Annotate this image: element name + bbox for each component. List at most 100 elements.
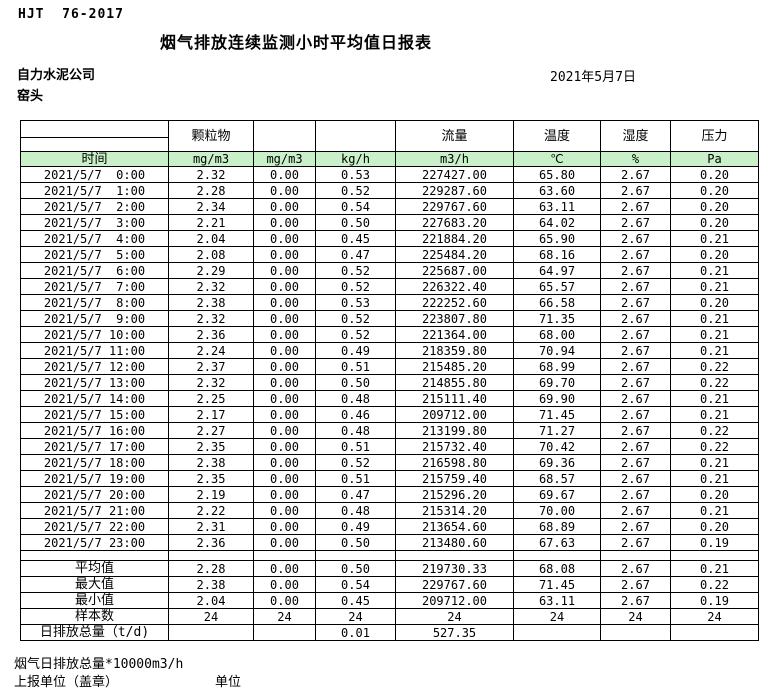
value-cell: 0.00 <box>253 518 316 535</box>
value-cell: 0.22 <box>670 438 759 455</box>
time-cell: 2021/5/7 18:00 <box>20 454 169 471</box>
value-cell: 0.00 <box>253 342 316 359</box>
value-cell: 219730.33 <box>395 560 514 577</box>
value-cell: 2.35 <box>168 438 254 455</box>
time-cell: 2021/5/7 5:00 <box>20 246 169 263</box>
value-cell: 70.94 <box>513 342 601 359</box>
value-cell: 71.45 <box>513 576 601 593</box>
value-cell: 0.21 <box>670 406 759 423</box>
value-cell: 209712.00 <box>395 406 514 423</box>
value-cell: 0.21 <box>670 278 759 295</box>
value-cell: 67.63 <box>513 534 601 551</box>
value-cell: 2.67 <box>600 294 671 311</box>
value-cell: 0.00 <box>253 390 316 407</box>
value-cell: 0.00 <box>253 182 316 199</box>
value-cell: 0.50 <box>315 534 396 551</box>
value-cell: 0.51 <box>315 470 396 487</box>
value-cell: 2.32 <box>168 310 254 327</box>
value-cell: 0.49 <box>315 518 396 535</box>
value-cell: 0.00 <box>253 198 316 215</box>
col-group-pressure: 压力 <box>670 120 759 152</box>
unit-header-mg-m3-b: mg/m3 <box>253 151 316 167</box>
company-name: 自力水泥公司 <box>17 68 96 83</box>
value-cell: 2.32 <box>168 278 254 295</box>
time-cell: 2021/5/7 20:00 <box>20 486 169 503</box>
value-cell: 2.04 <box>168 230 254 247</box>
value-cell: 64.02 <box>513 214 601 231</box>
value-cell: 68.00 <box>513 326 601 343</box>
table-row: 2021/5/7 11:00 2.24 0.00 0.49 218359.80 70.94… <box>20 342 759 359</box>
time-cell: 2021/5/7 10:00 <box>20 326 169 343</box>
value-cell: 0.21 <box>670 342 759 359</box>
value-cell: 2.67 <box>600 470 671 487</box>
table-row: 2021/5/7 14:00 2.25 0.00 0.48 215111.40 69.90… <box>20 390 759 407</box>
value-cell: 2.08 <box>168 246 254 263</box>
value-cell: 0.00 <box>253 422 316 439</box>
summary-label: 样本数 <box>20 608 169 625</box>
value-cell: 2.17 <box>168 406 254 423</box>
value-cell: 24 <box>513 608 601 625</box>
value-cell: 0.19 <box>670 592 759 609</box>
value-cell <box>253 624 316 641</box>
value-cell: 216598.80 <box>395 454 514 471</box>
value-cell: 0.00 <box>253 406 316 423</box>
value-cell: 0.45 <box>315 592 396 609</box>
col-group-particulate: 颗粒物 <box>168 120 254 152</box>
value-cell: 69.90 <box>513 390 601 407</box>
value-cell: 2.38 <box>168 294 254 311</box>
value-cell: 229767.60 <box>395 576 514 593</box>
value-cell: 0.22 <box>670 358 759 375</box>
table-row: 2021/5/7 23:00 2.36 0.00 0.50 213480.60 67.63… <box>20 534 759 551</box>
value-cell: 63.11 <box>513 592 601 609</box>
value-cell: 229287.60 <box>395 182 514 199</box>
value-cell: 0.52 <box>315 278 396 295</box>
time-cell: 2021/5/7 2:00 <box>20 198 169 215</box>
value-cell: 215296.20 <box>395 486 514 503</box>
value-cell: 0.52 <box>315 326 396 343</box>
value-cell: 0.22 <box>670 576 759 593</box>
unit-header-kg-h: kg/h <box>315 151 396 167</box>
summary-row: 最小值 2.04 0.00 0.45 209712.00 63.11 2.67 0.19 <box>20 592 759 609</box>
value-cell: 2.67 <box>600 374 671 391</box>
value-cell: 2.67 <box>600 406 671 423</box>
value-cell: 2.67 <box>600 486 671 503</box>
col-group-particulate-rate <box>315 120 396 152</box>
table-row: 2021/5/7 19:00 2.35 0.00 0.51 215759.40 68.57… <box>20 470 759 487</box>
value-cell: 0.50 <box>315 560 396 577</box>
value-cell: 2.67 <box>600 592 671 609</box>
value-cell: 0.00 <box>253 576 316 593</box>
spacer-section <box>20 550 759 561</box>
value-cell: 2.32 <box>168 166 254 183</box>
value-cell: 65.90 <box>513 230 601 247</box>
value-cell: 221884.20 <box>395 230 514 247</box>
time-cell: 2021/5/7 1:00 <box>20 182 169 199</box>
unit-header-percent: % <box>600 151 671 167</box>
table-row: 2021/5/7 15:00 2.17 0.00 0.46 209712.00 71.45… <box>20 406 759 423</box>
time-cell: 2021/5/7 9:00 <box>20 310 169 327</box>
value-cell: 2.67 <box>600 534 671 551</box>
table-row: 2021/5/7 20:00 2.19 0.00 0.47 215296.20 69.67… <box>20 486 759 503</box>
spacer-row <box>20 550 759 561</box>
col-group-humidity: 湿度 <box>600 120 671 152</box>
value-cell: 2.37 <box>168 358 254 375</box>
value-cell <box>670 624 759 641</box>
value-cell: 0.00 <box>253 278 316 295</box>
data-rows: 2021/5/7 0:00 2.32 0.00 0.53 227427.00 65.80 2… <box>20 166 759 551</box>
value-cell: 0.46 <box>315 406 396 423</box>
value-cell: 2.21 <box>168 214 254 231</box>
time-column-header: 时间 <box>20 151 169 167</box>
value-cell: 0.20 <box>670 518 759 535</box>
value-cell: 527.35 <box>395 624 514 641</box>
value-cell: 0.51 <box>315 438 396 455</box>
value-cell: 0.49 <box>315 342 396 359</box>
time-cell: 2021/5/7 11:00 <box>20 342 169 359</box>
value-cell: 0.00 <box>253 358 316 375</box>
value-cell: 2.67 <box>600 518 671 535</box>
value-cell: 71.27 <box>513 422 601 439</box>
value-cell: 2.25 <box>168 390 254 407</box>
value-cell: 0.00 <box>253 534 316 551</box>
table-row: 2021/5/7 2:00 2.34 0.00 0.54 229767.60 63.11 2… <box>20 198 759 215</box>
value-cell: 2.67 <box>600 438 671 455</box>
value-cell: 2.67 <box>600 198 671 215</box>
value-cell: 70.00 <box>513 502 601 519</box>
